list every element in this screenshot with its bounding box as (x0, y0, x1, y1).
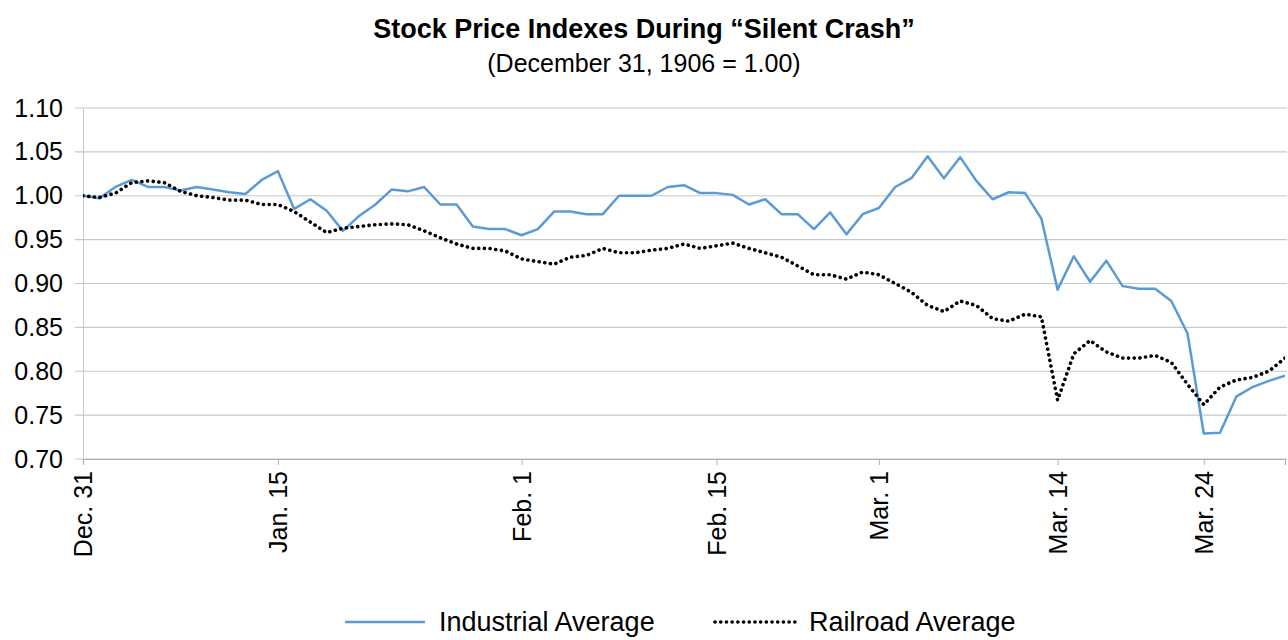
y-tick: 0.80 (14, 357, 83, 385)
series-line (83, 156, 1285, 433)
series-line (83, 181, 1285, 405)
y-tick: 0.75 (14, 401, 83, 429)
x-tick-label: Mar. 1 (865, 471, 893, 540)
x-tick-mark (522, 459, 523, 465)
y-tick-label: 1.05 (14, 137, 63, 165)
grid-line (75, 195, 1287, 196)
chart: Stock Price Indexes During “Silent Crash… (0, 0, 1288, 640)
y-tick: 1.10 (14, 94, 83, 122)
x-tick: Mar. 14 (1044, 459, 1072, 554)
grid-line (75, 415, 1287, 416)
y-axis-line (83, 109, 84, 460)
grid-line (75, 239, 1287, 240)
grid-line (75, 151, 1287, 152)
x-tick: Mar. 1 (865, 459, 893, 540)
y-tick-label: 1.10 (14, 94, 63, 122)
y-tick: 0.95 (14, 225, 83, 253)
x-tick-label: Feb. 1 (508, 471, 536, 542)
grid-line (75, 107, 1287, 108)
y-tick-label: 0.95 (14, 225, 63, 253)
y-tick: 0.70 (14, 445, 83, 473)
x-tick-mark (83, 459, 84, 465)
x-tick-label: Dec. 31 (69, 471, 97, 557)
x-tick-label: Feb. 15 (703, 471, 731, 556)
y-tick: 0.85 (14, 313, 83, 341)
x-tick: Feb. 15 (703, 459, 731, 556)
x-tick-mark (1058, 459, 1059, 465)
x-tick: Dec. 31 (69, 459, 97, 557)
grid (75, 108, 1287, 459)
y-tick-label: 0.70 (14, 445, 63, 473)
x-tick-mark (716, 459, 717, 465)
grid-line (75, 327, 1287, 328)
y-tick: 1.00 (14, 181, 83, 209)
legend-label: Industrial Average (439, 607, 655, 637)
y-axis: 0.70 0.75 0.80 0.85 0.90 0.95 1.00 1.05 1.10 (14, 94, 83, 473)
y-tick: 1.05 (14, 137, 83, 165)
legend-label: Railroad Average (809, 607, 1016, 637)
y-tick-label: 0.85 (14, 313, 63, 341)
y-tick: 0.90 (14, 269, 83, 297)
x-tick: Feb. 1 (508, 459, 536, 542)
x-tick: Mar. 24 (1190, 459, 1218, 554)
y-tick-label: 1.00 (14, 181, 63, 209)
x-tick-mark (879, 459, 880, 465)
title: Stock Price Indexes During “Silent Crash… (373, 14, 915, 44)
grid-line (75, 371, 1287, 372)
x-tick-label: Jan. 15 (264, 471, 292, 553)
x-tick-label: Mar. 14 (1044, 471, 1072, 554)
x-tick-mark (1204, 459, 1205, 465)
y-tick-label: 0.75 (14, 401, 63, 429)
legend-swatch (345, 621, 425, 624)
x-axis-line (84, 460, 1286, 466)
y-tick-label: 0.90 (14, 269, 63, 297)
subtitle: (December 31, 1906 = 1.00) (487, 49, 800, 77)
plot-area (83, 156, 1285, 433)
x-tick-label: Mar. 24 (1190, 471, 1218, 554)
y-tick-label: 0.80 (14, 357, 63, 385)
x-tick: Jan. 15 (264, 459, 292, 553)
x-tick-mark (278, 459, 279, 465)
x-axis: Dec. 31 Jan. 15 Feb. 1 Feb. 15 Mar. 1 Mar. 14… (69, 459, 1285, 557)
legend: Industrial Average Railroad Average (345, 607, 1016, 637)
legend-swatch (715, 620, 795, 624)
grid-line (75, 283, 1287, 284)
